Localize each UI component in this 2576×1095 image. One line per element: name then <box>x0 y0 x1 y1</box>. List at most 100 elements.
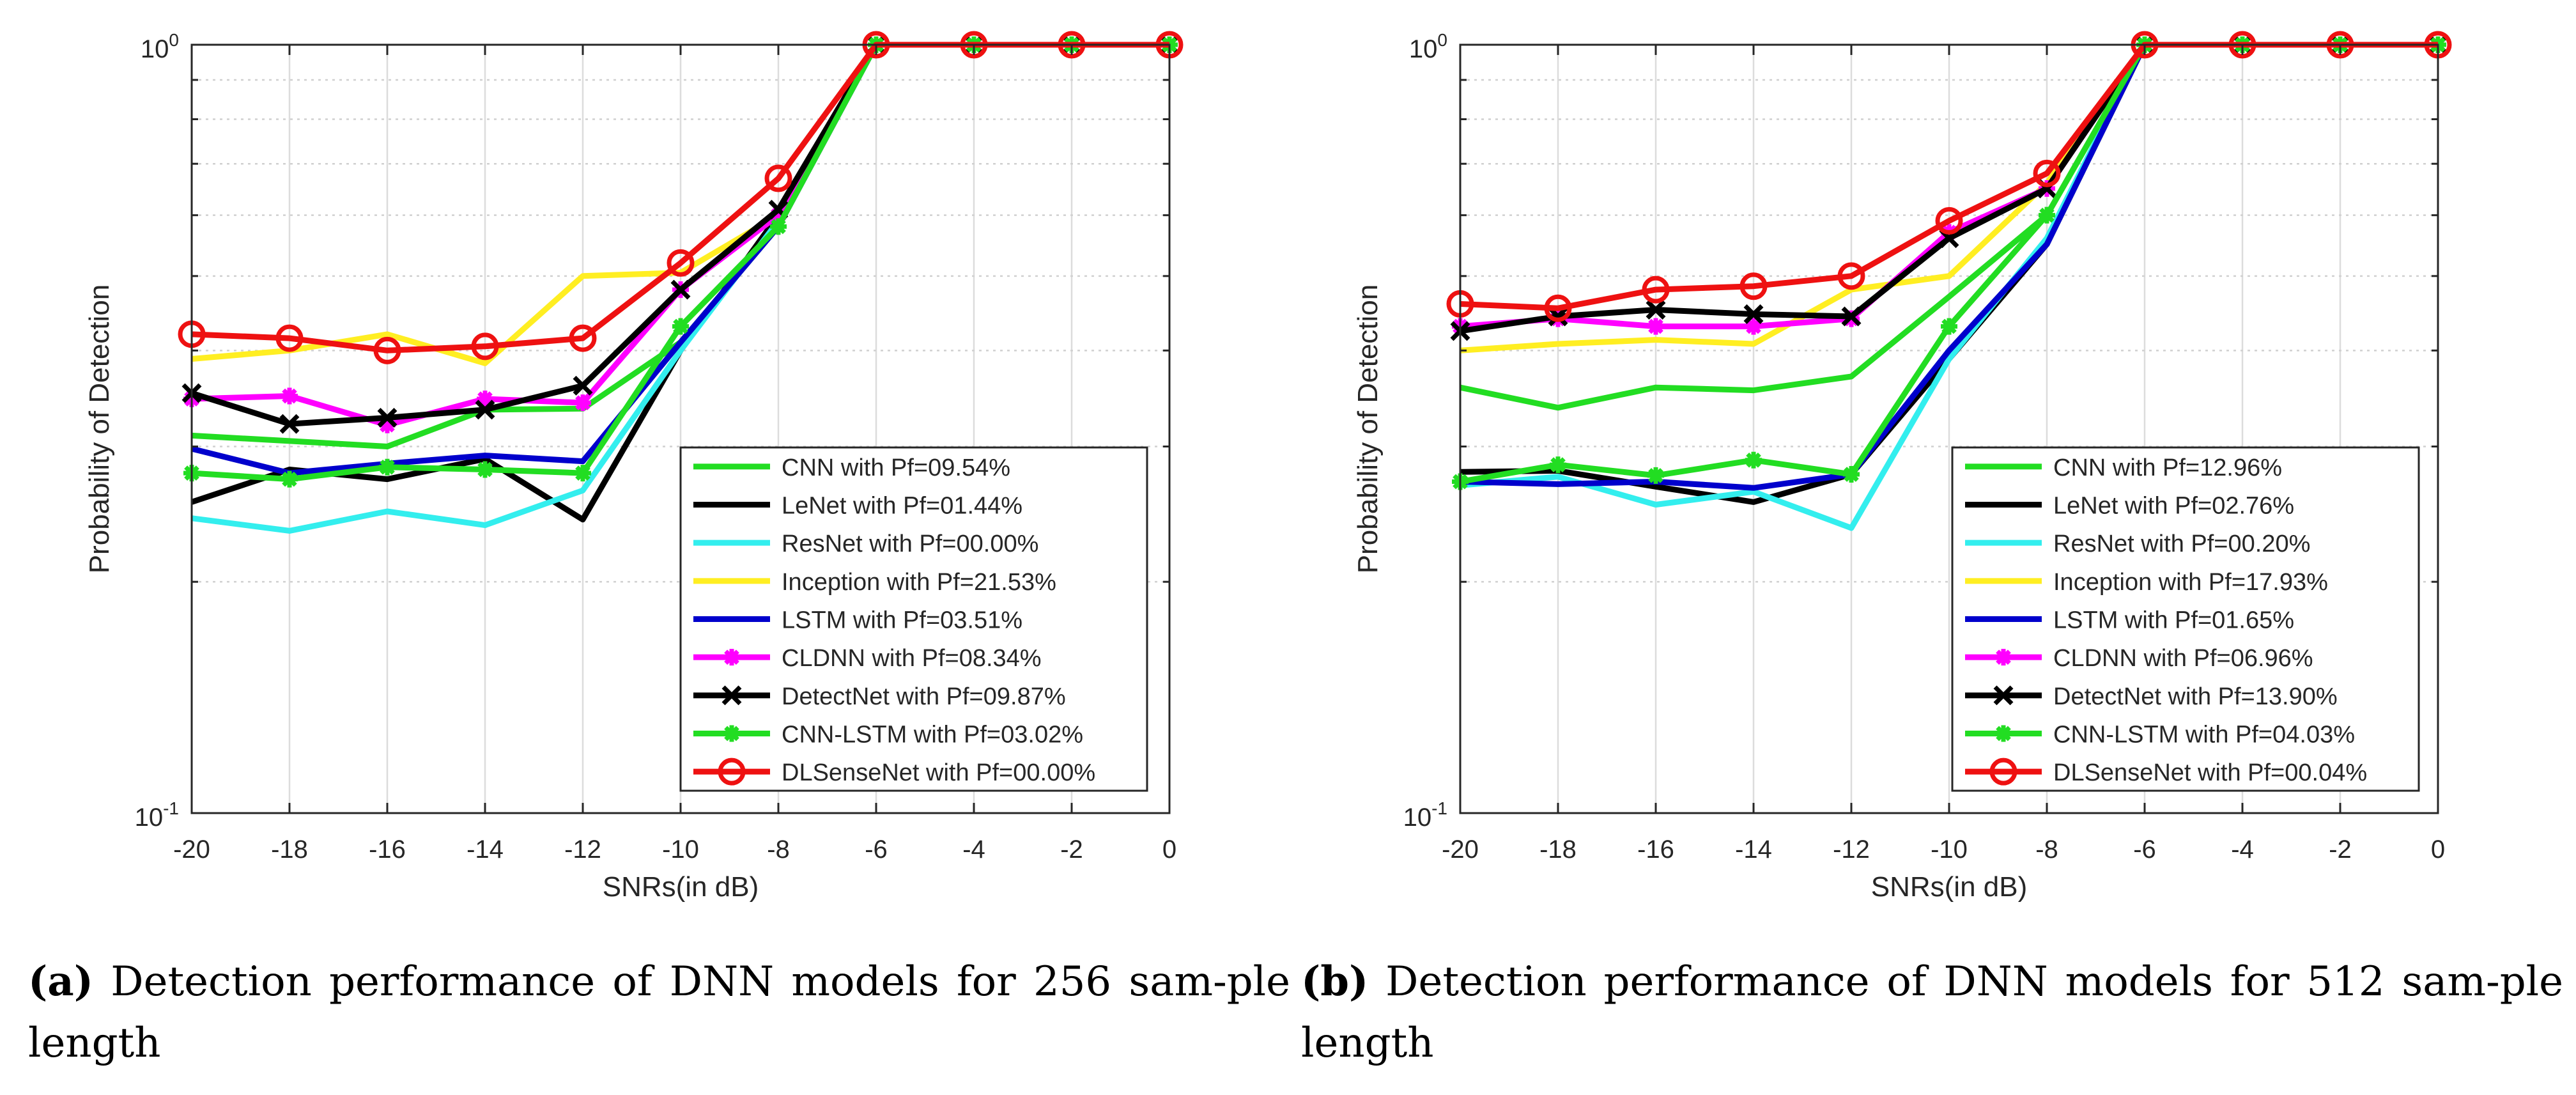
x-tick-label: -8 <box>2035 835 2058 864</box>
legend-entry: CNN-LSTM with Pf=03.02% <box>782 722 1083 749</box>
data-point <box>1993 685 2014 706</box>
x-tick-label: -20 <box>1442 835 1479 864</box>
y-axis-label: Probability of Detection <box>1352 284 1384 573</box>
legend-entry: CLDNN with Pf=06.96% <box>2053 645 2313 672</box>
chart-a: -20 -18 -16 -14 -12 -10 -8 -6 -4 -2 010-1100SNRs(i… <box>84 30 1184 903</box>
data-point <box>672 318 689 335</box>
x-axis-label: SNRs(in dB) <box>603 871 759 903</box>
data-point <box>573 375 593 396</box>
legend-entry: LeNet with Pf=01.44% <box>782 493 1022 520</box>
legend: CNN with Pf=09.54% LeNet with Pf=01.44% Re… <box>679 446 1148 792</box>
data-point <box>275 324 304 352</box>
data-point <box>279 414 300 434</box>
data-point <box>281 470 298 488</box>
data-point <box>1743 304 1764 324</box>
data-point <box>377 408 397 428</box>
data-point <box>721 685 742 706</box>
legend-entry: DLSenseNet with Pf=00.00% <box>782 759 1095 786</box>
data-point <box>1550 456 1566 474</box>
legend-entry: DetectNet with Pf=09.87% <box>782 683 1066 710</box>
data-point <box>2039 206 2055 224</box>
x-axis-label: SNRs(in dB) <box>1871 871 2028 903</box>
x-tick-label: -8 <box>767 835 790 864</box>
data-point <box>1995 725 2012 742</box>
x-tick-label: -20 <box>173 835 210 864</box>
x-tick-label: -16 <box>369 835 406 864</box>
x-tick-label: -2 <box>2329 835 2352 864</box>
data-point <box>1941 318 1957 335</box>
legend-entry: ResNet with Pf=00.20% <box>2053 531 2310 557</box>
data-point <box>1646 300 1666 320</box>
data-point <box>1647 467 1664 484</box>
legend-entry: LSTM with Pf=01.65% <box>2053 607 2294 634</box>
x-tick-label: -4 <box>962 835 985 864</box>
caption-b: (b) Detection performance of DNN models … <box>1301 951 2563 1074</box>
data-point <box>770 218 787 235</box>
data-point <box>1647 318 1664 335</box>
data-point <box>569 324 597 352</box>
caption-a: (a) Detection performance of DNN models … <box>28 951 1290 1074</box>
y-tick-label: 10-1 <box>1403 798 1447 832</box>
data-point <box>1745 318 1762 335</box>
data-point <box>1544 294 1572 322</box>
data-point <box>1548 306 1568 327</box>
data-point <box>477 461 493 478</box>
data-point <box>575 465 591 482</box>
data-point <box>1745 451 1762 469</box>
legend-entry: CNN with Pf=12.96% <box>2053 454 2282 481</box>
x-tick-label: -10 <box>1931 835 1968 864</box>
data-point <box>471 332 499 361</box>
x-tick-label: -6 <box>865 835 888 864</box>
y-axis-label: Probability of Detection <box>84 284 115 573</box>
x-tick-label: -4 <box>2231 835 2254 864</box>
data-point <box>670 279 691 300</box>
caption-b-label: (b) <box>1301 958 1369 1006</box>
legend-entry: Inception with Pf=21.53% <box>782 569 1056 596</box>
legend: CNN with Pf=12.96% LeNet with Pf=02.76% Re… <box>1951 446 2420 792</box>
data-point <box>1935 206 1963 235</box>
x-tick-label: -16 <box>1637 835 1674 864</box>
x-tick-label: -6 <box>2133 835 2156 864</box>
data-point <box>281 387 298 405</box>
x-tick-label: -10 <box>662 835 699 864</box>
legend-entry: Inception with Pf=17.93% <box>2053 569 2328 596</box>
legend-entry: CNN with Pf=09.54% <box>782 454 1010 481</box>
legend-entry: CNN-LSTM with Pf=04.03% <box>2053 722 2355 749</box>
data-point <box>1642 276 1670 304</box>
data-point <box>379 416 396 433</box>
data-point <box>373 336 401 364</box>
data-point <box>1989 757 2017 786</box>
x-tick-label: -18 <box>1539 835 1577 864</box>
legend-entry: ResNet with Pf=00.00% <box>782 531 1038 557</box>
y-tick-label: 100 <box>141 30 179 63</box>
data-point <box>1843 466 1860 483</box>
data-point <box>723 725 740 742</box>
x-tick-label: 0 <box>1162 835 1176 864</box>
x-tick-label: 0 <box>2431 835 2445 864</box>
data-point <box>575 394 591 412</box>
y-tick-label: 100 <box>1409 30 1447 63</box>
data-point <box>1739 272 1768 300</box>
y-tick-label: 10-1 <box>135 798 179 832</box>
legend-entry: LeNet with Pf=02.76% <box>2053 493 2294 520</box>
x-tick-label: -14 <box>467 835 504 864</box>
data-point <box>379 458 396 476</box>
x-tick-label: -14 <box>1735 835 1772 864</box>
legend-entry: LSTM with Pf=03.51% <box>782 607 1022 634</box>
data-point <box>475 400 495 420</box>
caption-a-label: (a) <box>28 958 94 1006</box>
caption-a-text: Detection performance of DNN models for … <box>28 958 1290 1067</box>
data-point <box>1837 262 1865 290</box>
legend-entry: DetectNet with Pf=13.90% <box>2053 683 2338 710</box>
data-point <box>770 206 787 224</box>
legend-entry: CLDNN with Pf=08.34% <box>782 645 1042 672</box>
data-point <box>477 391 493 408</box>
data-point <box>723 649 740 666</box>
chart-b: -20 -18 -16 -14 -12 -10 -8 -6 -4 -2 010-1100SNRs(i… <box>1352 30 2452 903</box>
data-point <box>764 164 792 192</box>
x-tick-label: -18 <box>271 835 308 864</box>
caption-b-text: Detection performance of DNN models for … <box>1301 958 2564 1067</box>
data-point <box>2033 159 2061 187</box>
